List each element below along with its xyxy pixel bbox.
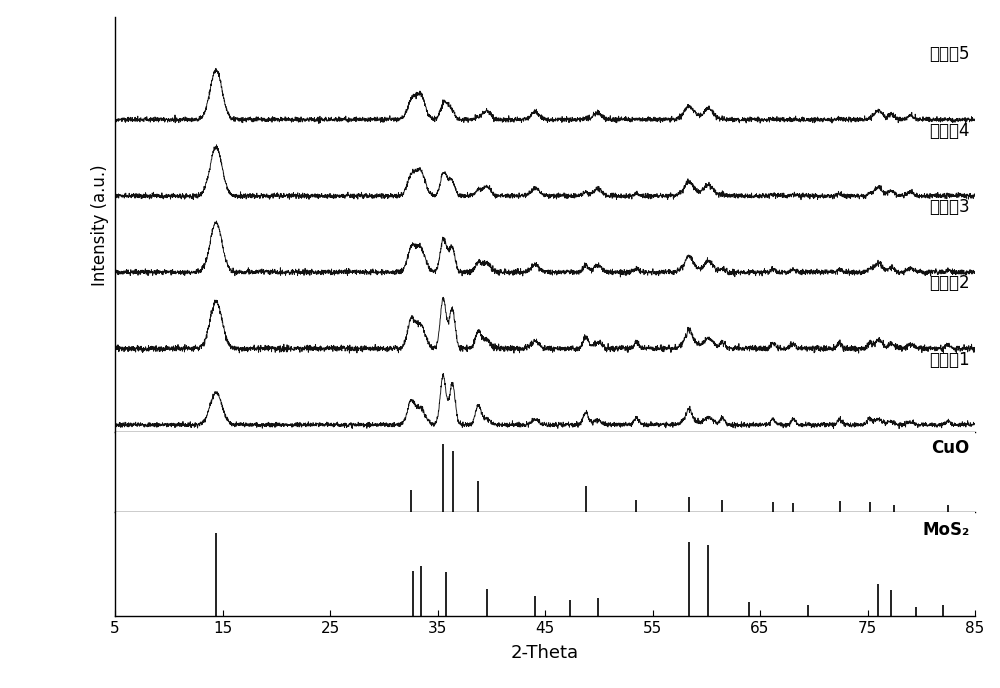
X-axis label: 2-Theta: 2-Theta <box>511 644 579 662</box>
Text: 实施例4: 实施例4 <box>929 122 970 140</box>
Text: 实施例3: 实施例3 <box>929 198 970 216</box>
Text: 实施例2: 实施例2 <box>929 275 970 292</box>
Text: 实施例1: 实施例1 <box>929 351 970 369</box>
Text: CuO: CuO <box>931 439 970 457</box>
Y-axis label: Intensity (a.u.): Intensity (a.u.) <box>91 164 109 286</box>
Text: MoS₂: MoS₂ <box>922 521 970 539</box>
Text: 实施例5: 实施例5 <box>929 45 970 63</box>
